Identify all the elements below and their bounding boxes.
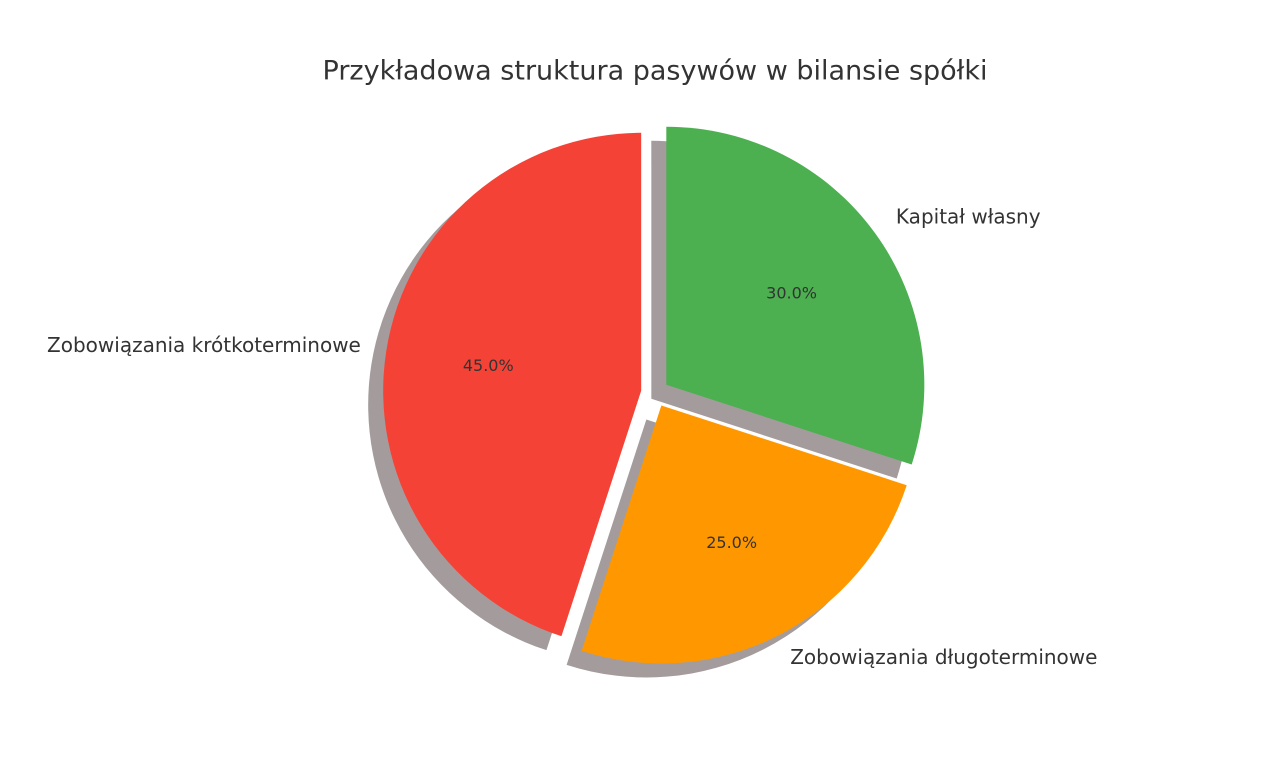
value-label: 25.0% [706,533,757,552]
slice-label: Zobowiązania długoterminowe [790,645,1097,669]
pie-slice [383,132,642,637]
slice-label: Zobowiązania krótkoterminowe [47,333,361,357]
value-label: 30.0% [766,283,817,302]
value-label: 45.0% [463,356,514,375]
chart-title: Przykładowa struktura pasywów w bilansie… [323,56,988,87]
pie-slice [581,405,907,664]
slice-label: Kapitał własny [896,204,1041,228]
pie-slice [666,126,925,465]
